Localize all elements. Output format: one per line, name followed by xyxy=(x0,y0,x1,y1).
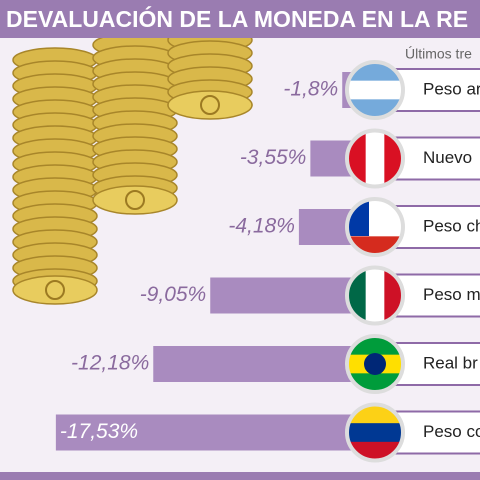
flag-stripe xyxy=(347,80,403,100)
bottom-bar xyxy=(0,472,480,480)
flag xyxy=(345,402,405,463)
flag-stripe xyxy=(365,130,385,187)
coins xyxy=(12,27,253,305)
flag xyxy=(345,334,405,394)
flag-ring xyxy=(345,128,405,189)
value-label: -9,05% xyxy=(140,283,207,306)
flag-ring xyxy=(345,402,405,463)
coin-symbol xyxy=(45,280,65,300)
chart-title: DEVALUACIÓN DE LA MONEDA EN LA RE xyxy=(6,5,468,32)
category-label: Peso co xyxy=(423,422,480,441)
flag xyxy=(345,197,405,257)
subtitle: Últimos tre xyxy=(405,46,472,62)
flag-globe xyxy=(364,353,386,375)
flag xyxy=(345,60,405,120)
value-label: -3,55% xyxy=(240,146,307,169)
value-label: -1,8% xyxy=(283,78,338,101)
category-label: Nuevo xyxy=(423,148,472,167)
value-label: -12,18% xyxy=(71,352,149,375)
category-label: Real br xyxy=(423,353,478,372)
flag-stripe xyxy=(347,423,403,443)
coin-symbol xyxy=(125,190,145,210)
flag-ring xyxy=(345,334,405,394)
coin-face xyxy=(92,185,178,215)
value-label: -17,53% xyxy=(60,420,138,443)
flag-ring xyxy=(345,265,405,326)
flag-stripe xyxy=(365,267,385,324)
flag-ring xyxy=(345,197,405,257)
flag xyxy=(345,128,405,189)
coin-face xyxy=(12,275,98,305)
bar xyxy=(55,414,375,451)
category-label: Peso ch xyxy=(423,216,480,235)
coin-face xyxy=(167,90,253,120)
flag xyxy=(345,265,405,326)
title-bar xyxy=(0,0,480,38)
coin-symbol xyxy=(200,95,220,115)
category-label: Peso m xyxy=(423,285,480,304)
flag-ring xyxy=(345,60,405,120)
category-label: Peso ar xyxy=(423,79,480,98)
bar xyxy=(153,346,375,382)
value-label: -4,18% xyxy=(228,215,295,238)
